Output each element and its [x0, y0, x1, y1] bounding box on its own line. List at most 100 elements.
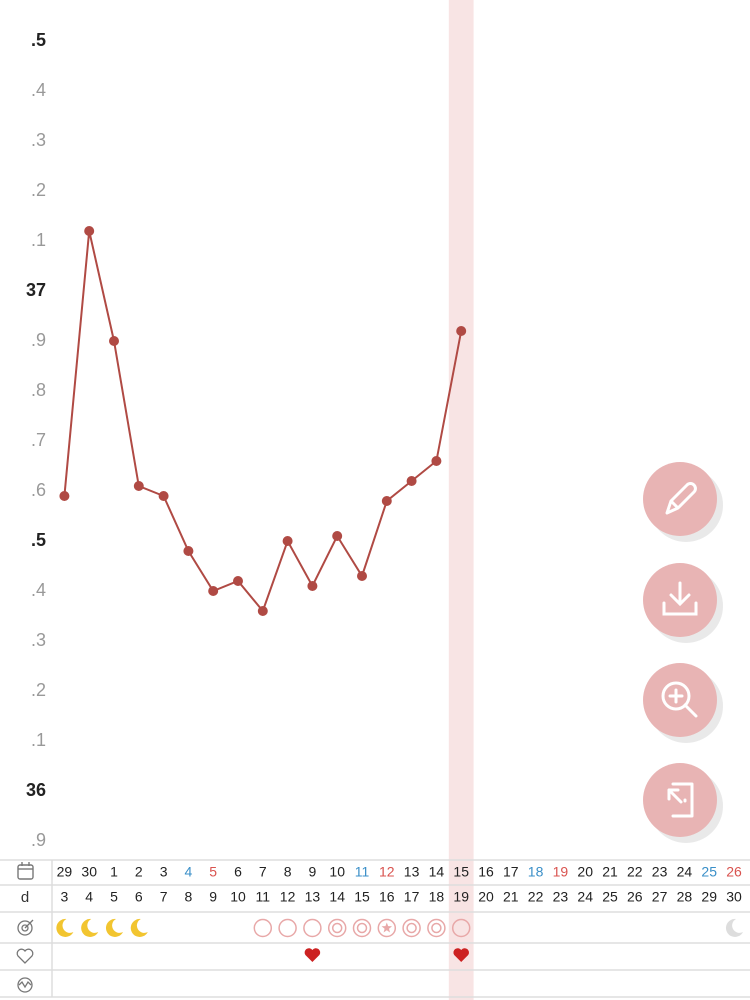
- mucus-ring: [431, 922, 442, 934]
- cycle-day-label: 10: [230, 889, 246, 905]
- mucus-circle: [402, 918, 421, 938]
- mucus-circle: [327, 918, 347, 938]
- mucus-ring: [331, 922, 343, 934]
- cycle-day-label: 9: [209, 889, 217, 905]
- cycle-day-label: 24: [577, 889, 593, 905]
- plot: [59, 226, 467, 616]
- date-label: 16: [478, 864, 494, 880]
- cycle-day-label: 16: [379, 889, 395, 905]
- temperature-point: [257, 606, 268, 616]
- heart: [453, 948, 470, 962]
- mucus-circle: [303, 918, 322, 938]
- temperature-point: [233, 576, 243, 586]
- date-label: 20: [577, 864, 593, 880]
- date-label: 13: [404, 864, 420, 880]
- y-tick-label: .8: [31, 380, 46, 400]
- download-button[interactable]: [643, 563, 723, 643]
- zoom-button[interactable]: [643, 663, 723, 743]
- y-tick-label: .2: [31, 680, 46, 700]
- temperature-point: [332, 531, 343, 541]
- cycle-day-label: 14: [329, 889, 345, 905]
- cycle-day-label: 15: [354, 889, 370, 905]
- cycle-day-label: 4: [85, 889, 93, 905]
- temperature-point: [109, 336, 119, 346]
- floating-buttons: [643, 462, 723, 843]
- date-label: 8: [284, 864, 292, 880]
- mucus-ring: [406, 922, 417, 934]
- cycle-day-label: 13: [305, 889, 321, 905]
- cycle-day-label: 25: [602, 889, 618, 905]
- date-label: 15: [453, 864, 469, 880]
- target-icon: [17, 919, 34, 936]
- y-tick-label: .7: [31, 430, 46, 450]
- moon-icon: [105, 918, 123, 937]
- cycle-day-label: 28: [677, 889, 693, 905]
- exit-button[interactable]: [643, 763, 723, 843]
- highlight-column: [448, 0, 474, 1000]
- cycle-day-label: 20: [478, 889, 494, 905]
- date-label: 23: [652, 864, 668, 880]
- date-label: 11: [355, 864, 370, 880]
- temperature-point: [208, 586, 219, 596]
- date-label: 1: [110, 864, 118, 880]
- temperature-point: [158, 491, 169, 501]
- mucus-ring: [356, 922, 368, 934]
- temperature-point: [59, 491, 70, 501]
- wave-icon: [17, 977, 33, 993]
- temperature-point: [183, 546, 194, 556]
- cycle-day-label: 29: [701, 889, 717, 905]
- temperature-point: [133, 481, 144, 491]
- temperature-point: [456, 326, 467, 336]
- background: [448, 0, 474, 1000]
- date-label: 26: [726, 864, 742, 880]
- edit-button[interactable]: [643, 462, 723, 542]
- y-tick-label: .2: [31, 180, 46, 200]
- temperature-point: [431, 456, 442, 466]
- date-label: 5: [209, 864, 217, 880]
- temperature-point: [406, 476, 417, 486]
- cycle-day-label: 21: [503, 889, 519, 905]
- date-label: 4: [185, 864, 193, 880]
- cycle-day-label: 7: [160, 889, 168, 905]
- date-label: 30: [81, 864, 97, 880]
- date-label: 25: [701, 864, 717, 880]
- moon-icon: [130, 918, 148, 937]
- cycle-day-label: 6: [135, 889, 143, 905]
- calendar-icon: [17, 862, 34, 880]
- cycle-day-label: 23: [553, 889, 569, 905]
- date-label: 24: [677, 864, 693, 880]
- y-tick-label: .3: [31, 130, 46, 150]
- date-label: 22: [627, 864, 643, 880]
- temperature-point: [357, 571, 367, 581]
- date-label: 14: [429, 864, 445, 880]
- temperature-point: [84, 226, 95, 236]
- moon-icon: [56, 918, 74, 937]
- temperature-point: [307, 581, 318, 591]
- date-label: 21: [602, 864, 618, 880]
- temperature-line: [63, 230, 463, 613]
- y-tick-label: .1: [31, 230, 46, 250]
- y-tick-label: .9: [31, 330, 46, 350]
- date-label: 7: [259, 864, 267, 880]
- y-tick-label: 37: [26, 280, 46, 300]
- y-tick-label: .4: [31, 580, 46, 600]
- cycle-day-label: 22: [528, 889, 544, 905]
- y-tick-label: .4: [31, 80, 46, 100]
- mucus-circle: [278, 918, 297, 938]
- cycle-day-header: d: [21, 889, 29, 906]
- date-label: 2: [135, 864, 143, 880]
- cycle-day-label: 8: [185, 889, 193, 905]
- heart: [304, 948, 321, 962]
- cycle-day-label: 3: [61, 889, 69, 905]
- date-label: 19: [553, 864, 569, 880]
- y-tick-label: .5: [31, 530, 46, 550]
- mucus-star: [381, 922, 393, 933]
- cycle-day-label: 30: [726, 889, 742, 905]
- table: d 29330415263748596107118129131014111512…: [0, 859, 750, 998]
- cycle-day-label: 17: [404, 889, 420, 905]
- grid: .5 .4 .3 .2 .1 37 .9 .8 .7 .6 .5 .4 .3 .2 .1 36 .9: [26, 30, 46, 850]
- mucus-circle: [427, 918, 446, 938]
- cycle-day-label: 5: [110, 889, 118, 905]
